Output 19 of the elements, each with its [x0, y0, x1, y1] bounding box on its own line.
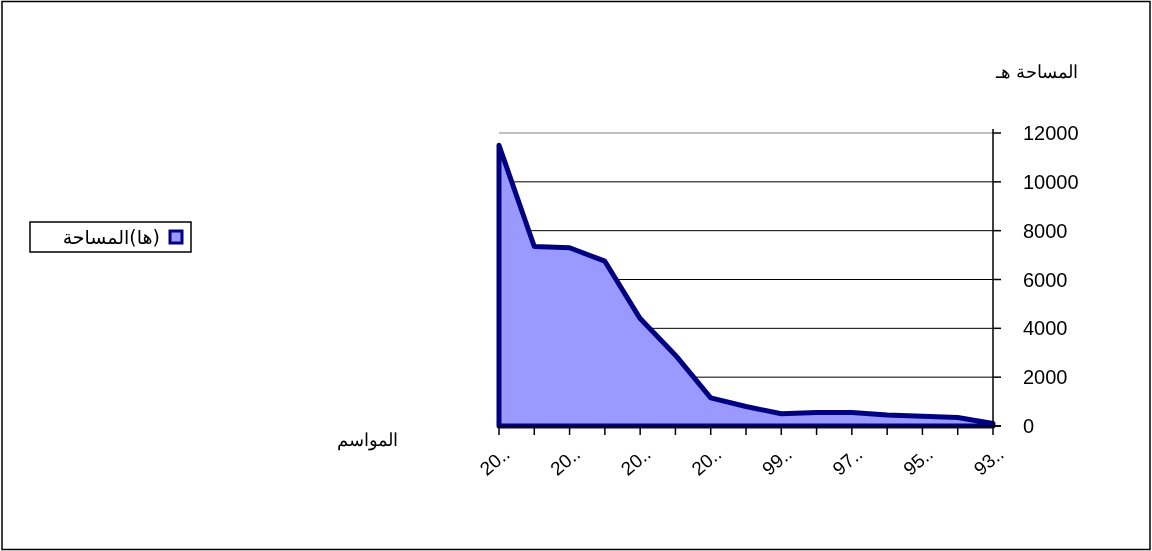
- x-axis-title: المواسم: [337, 430, 398, 451]
- y-tick-label: 6000: [1023, 268, 1068, 291]
- legend: (ها)المساحة: [29, 221, 192, 253]
- x-tick-label: 20..: [546, 442, 585, 480]
- x-tick-label: 20..: [475, 442, 514, 480]
- x-tick-label: 20..: [687, 442, 726, 480]
- y-tick-label: 2000: [1023, 366, 1068, 389]
- y-tick-label: 10000: [1023, 170, 1079, 193]
- y-tick-label: 4000: [1023, 317, 1068, 340]
- legend-label: (ها)المساحة: [62, 226, 160, 248]
- y-tick-label: 0: [1023, 415, 1035, 437]
- y-axis-title: المساحة هـ: [994, 62, 1078, 82]
- x-tick-label: 93..: [969, 442, 1008, 480]
- x-tick-label: 20..: [616, 442, 655, 480]
- x-tick-label: 95..: [899, 442, 937, 480]
- x-tick-label: 99..: [758, 442, 796, 480]
- y-tick-label: 12000: [1023, 122, 1079, 144]
- y-tick-label: 8000: [1023, 219, 1068, 242]
- x-tick-label: 97..: [828, 442, 867, 480]
